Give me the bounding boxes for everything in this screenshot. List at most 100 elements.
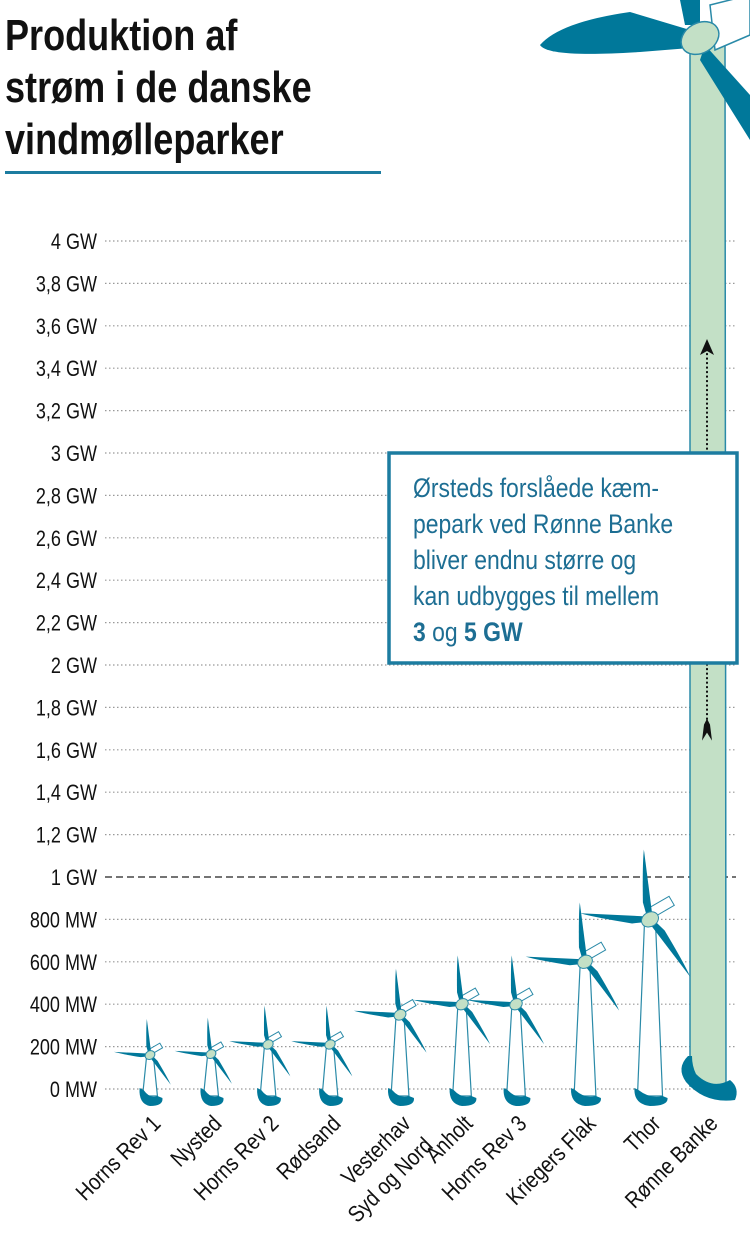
gridlines [105, 240, 736, 1090]
category-label: Horns Rev 1 [71, 1111, 166, 1206]
chart-title: Produktion af strøm i de danske vindmøll… [5, 11, 312, 164]
annotation-bold-3: 3 [413, 617, 426, 647]
turbine-foundation [200, 1088, 224, 1106]
y-tick-label: 800 MW [30, 909, 97, 933]
turbine-foundation [387, 1088, 415, 1106]
turbine-blade [580, 913, 651, 924]
annotation-line-4: kan udbygges til mellem [413, 581, 659, 611]
turbine-blade [328, 1043, 353, 1077]
title-underline [5, 171, 381, 174]
turbine-blade [583, 960, 620, 1011]
y-tick-label: 3,6 GW [36, 315, 97, 339]
turbine-blade [413, 999, 463, 1008]
giant-blade-left [540, 12, 690, 54]
y-tick-label: 600 MW [30, 951, 97, 975]
turbine-blade [460, 1003, 491, 1045]
turbine-blade [146, 1018, 152, 1056]
y-tick-label: 3,2 GW [36, 400, 97, 424]
turbine-foundation [319, 1088, 343, 1106]
turbine-horns-rev-1 [113, 1018, 171, 1106]
title-line-3: vindmølleparker [5, 115, 284, 164]
category-label: Rødsand [271, 1111, 345, 1185]
y-tick-label: 1,4 GW [36, 782, 97, 806]
y-tick-label: 0 MW [50, 1078, 97, 1102]
turbine-blade [353, 1010, 401, 1018]
turbine-blade [467, 999, 517, 1008]
turbine-blade [395, 968, 402, 1015]
turbine-blade [174, 1050, 212, 1057]
turbine-kriegers-flak [525, 902, 620, 1106]
y-tick-label: 200 MW [30, 1036, 97, 1060]
turbine-blade [456, 955, 464, 1005]
turbine-tower [390, 1014, 410, 1097]
annotation-og: og [426, 617, 464, 647]
turbine-hub [144, 1050, 156, 1060]
y-tick-label: 2,6 GW [36, 527, 97, 551]
turbine-blade [325, 1005, 332, 1045]
turbine-blade [510, 955, 518, 1005]
y-tick-label: 1,2 GW [36, 824, 97, 848]
turbine-anholt [413, 955, 491, 1106]
turbine-foundation [257, 1088, 281, 1106]
turbine-hub [577, 954, 593, 969]
turbine-blade [207, 1017, 213, 1055]
turbine-blade [647, 918, 691, 977]
y-tick-label: 3 GW [51, 442, 97, 466]
turbine-rødsand [291, 1005, 353, 1106]
y-tick-label: 2,4 GW [36, 570, 97, 594]
giant-hub [680, 20, 720, 56]
title-line-1: Produktion af [5, 11, 238, 60]
y-tick-label: 2 GW [51, 654, 97, 678]
giant-foundation [681, 1056, 737, 1101]
turbine-horns-rev-2 [229, 1005, 291, 1106]
turbine-hub [641, 911, 659, 928]
y-tick-label: 3,4 GW [36, 358, 97, 382]
annotation-line-3: bliver endnu større og [413, 545, 636, 575]
turbine-tower [636, 918, 664, 1097]
turbine-blade [514, 1003, 545, 1045]
turbine-blade [263, 1005, 270, 1045]
category-label: Thor [619, 1111, 666, 1158]
turbine-hub [205, 1049, 217, 1059]
turbine-hub [262, 1039, 274, 1050]
y-tick-label: 1,6 GW [36, 739, 97, 763]
turbine-hub [509, 998, 523, 1011]
y-tick-label: 2,2 GW [36, 612, 97, 636]
y-tick-label: 2,8 GW [36, 485, 97, 509]
annotation-frame [387, 451, 739, 665]
turbine-marks [113, 849, 691, 1106]
turbine-hub [393, 1008, 407, 1021]
turbine-blade [266, 1043, 291, 1077]
turbine-blade [525, 956, 586, 966]
turbine-hub [324, 1039, 336, 1050]
giant-blade-up [680, 0, 700, 25]
y-axis-tick-labels: 0 MW 200 MW 400 MW 600 MW 800 MW 1 GW 1,2 GW 1,… [30, 230, 97, 1102]
turbine-foundation [634, 1088, 668, 1106]
turbine-tower [573, 961, 597, 1097]
range-arrow-tail [702, 718, 712, 741]
turbine-blade [578, 902, 588, 962]
turbine-foundation [503, 1088, 531, 1106]
y-tick-label: 400 MW [30, 994, 97, 1018]
y-tick-label: 3,8 GW [36, 273, 97, 297]
range-arrow-head [700, 339, 714, 355]
annotation-line-2: pepark ved Rønne Banke [413, 509, 673, 539]
turbine-horns-rev-3 [467, 955, 545, 1106]
turbine-hub [455, 998, 469, 1011]
turbine-foundation [139, 1088, 163, 1106]
turbine-tower [506, 1003, 526, 1097]
turbine-thor [580, 849, 691, 1106]
turbine-foundation [449, 1088, 477, 1106]
title-line-2: strøm i de danske [5, 63, 312, 112]
y-tick-label: 1 GW [51, 866, 97, 890]
annotation-line-1: Ørsteds forslåede kæm- [413, 473, 659, 503]
turbine-blade [398, 1013, 427, 1053]
annotation-bold-5gw: 5 GW [464, 617, 523, 647]
annotation-box: Ørsteds forslåede kæm- pepark ved Rønne … [387, 451, 739, 665]
turbine-blade [148, 1054, 171, 1085]
turbine-blade [229, 1041, 269, 1047]
turbine-blade [113, 1051, 151, 1058]
turbine-tower [452, 1003, 472, 1097]
